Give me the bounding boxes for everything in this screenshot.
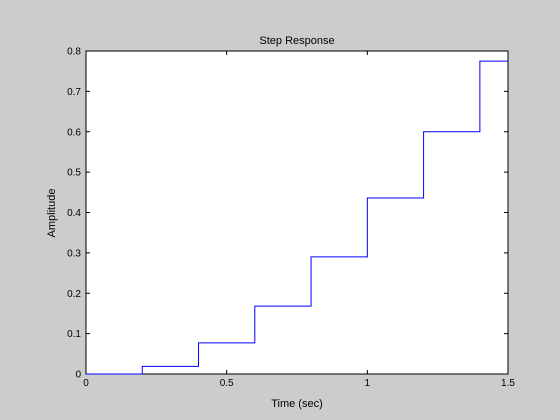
plot-area <box>85 50 509 375</box>
chart-title: Step Response <box>259 35 334 47</box>
y-tick-label: 0 <box>75 370 81 381</box>
x-tick-label: 1 <box>365 378 371 389</box>
x-axis-label: Time (sec) <box>271 398 323 410</box>
y-tick-label: 0.1 <box>67 329 81 340</box>
y-tick-label: 0.5 <box>67 168 81 179</box>
x-tick-label: 0.5 <box>220 378 234 389</box>
series-group <box>86 60 508 375</box>
y-tick-label: 0.7 <box>67 87 81 98</box>
y-tick-label: 0.2 <box>67 289 81 300</box>
x-tick-label: 0 <box>83 378 89 389</box>
y-tick-label: 0.4 <box>67 208 81 219</box>
y-axis-label: Amplitude <box>46 189 58 238</box>
y-tick-label: 0.8 <box>67 47 81 58</box>
axis-ticks: 0 0.5 1 1.5 0 0.1 0.2 0.3 0.4 0.5 0.6 0.7 0.8 <box>67 47 515 390</box>
x-tick-label: 1.5 <box>501 378 515 389</box>
step-response-line <box>86 60 508 375</box>
y-tick-label: 0.6 <box>67 127 81 138</box>
y-tick-label: 0.3 <box>67 248 81 259</box>
